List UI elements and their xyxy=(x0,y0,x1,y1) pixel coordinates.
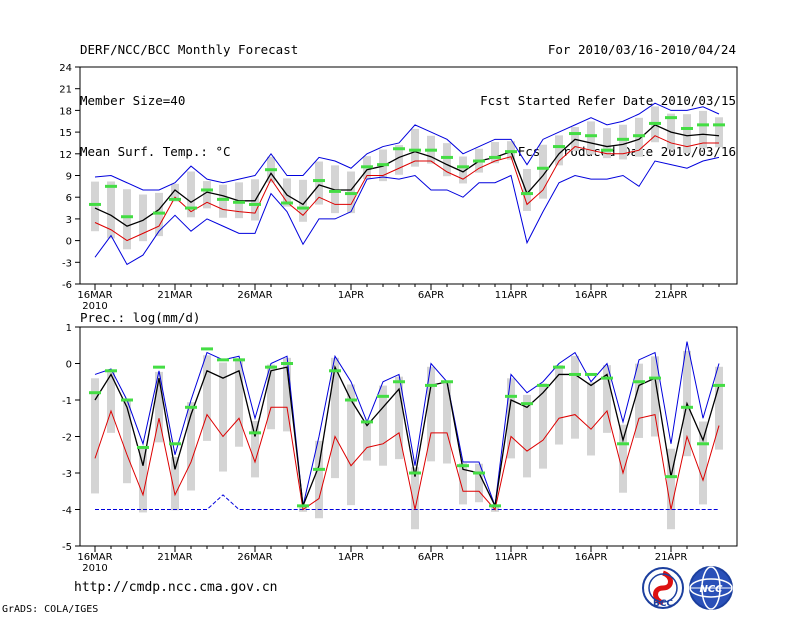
prec-y-tick-label: 1 xyxy=(66,323,72,334)
temp-x-tick-label: 6APR xyxy=(418,290,444,301)
temp-y-tick-label: 21 xyxy=(59,85,72,96)
prec-x-tick-label: 1APR xyxy=(338,552,364,563)
prec-spread-box xyxy=(587,382,595,455)
prec-spread-box xyxy=(251,421,259,477)
temp-y-tick-label: 0 xyxy=(66,237,72,248)
prec-lower-bound-line xyxy=(95,495,719,510)
temp-x-year-label: 2010 xyxy=(82,301,107,312)
prec-x-tick-label: 16APR xyxy=(575,552,608,563)
temp-x-tick-label: 1APR xyxy=(338,290,364,301)
prec-spread-box xyxy=(123,401,131,483)
temp-x-tick-label: 11APR xyxy=(495,290,528,301)
temp-x-tick-label: 16MAR xyxy=(77,290,112,301)
temp-y-tick-label: 24 xyxy=(59,63,72,74)
temp-spread-box xyxy=(219,185,227,218)
temp-panel: -6 -3 0 3 6 9 12 15 18 21 24 16MAR 21MAR 26MAR 1APR 6AP… xyxy=(59,63,737,312)
charts: -6 -3 0 3 6 9 12 15 18 21 24 16MAR 21MAR 26MAR 1APR 6AP… xyxy=(0,0,800,618)
temp-y-tick-label: 18 xyxy=(59,106,72,117)
prec-panel: -5 -4 -3 -2 -1 0 1 16MAR 21MAR 26MAR 1APR 6APR 11APR… xyxy=(62,323,737,574)
temp-y-tick-label: 12 xyxy=(59,150,72,161)
temp-x-tick-label: 16APR xyxy=(575,290,608,301)
temp-y-tick-label: 6 xyxy=(66,193,72,204)
temp-x-tick-label: 26MAR xyxy=(237,290,272,301)
prec-spread-box xyxy=(539,383,547,468)
temp-x-tick-label: 21APR xyxy=(655,290,688,301)
website-url[interactable]: http://cmdp.ncc.cma.gov.cn xyxy=(74,580,278,595)
prec-spread-box xyxy=(571,356,579,439)
temp-x-tick-label: 21MAR xyxy=(157,290,192,301)
temp-y-tick-label: 3 xyxy=(66,215,72,226)
prec-y-tick-label: 0 xyxy=(66,360,72,371)
ncc-logo: NCC xyxy=(688,565,734,611)
prec-y-tick-label: -3 xyxy=(62,469,72,480)
prec-y-tick-label: -1 xyxy=(62,396,72,407)
prec-x-tick-label: 11APR xyxy=(495,552,528,563)
grads-credit: GrADS: COLA/IGES xyxy=(2,604,98,615)
prec-x-tick-label: 6APR xyxy=(418,552,444,563)
temp-y-tick-label: 15 xyxy=(59,128,72,139)
prec-x-tick-label: 16MAR xyxy=(77,552,112,563)
prec-spread-box xyxy=(219,363,227,472)
prec-y-tick-label: -4 xyxy=(62,506,72,517)
temp-spread-box xyxy=(443,143,451,176)
temp-y-tick-label: -6 xyxy=(62,280,72,291)
prec-spread-box xyxy=(715,367,723,450)
temp-y-tick-label: 9 xyxy=(66,172,72,183)
prec-x-tick-label: 21MAR xyxy=(157,552,192,563)
prec-spread-box xyxy=(619,425,627,493)
prec-y-tick-label: -5 xyxy=(62,542,72,553)
prec-spread-box xyxy=(203,355,211,441)
bcc-logo-text: BCC xyxy=(653,599,673,609)
prec-x-tick-label: 21APR xyxy=(655,552,688,563)
ncc-logo-text: NCC xyxy=(699,584,723,595)
prec-x-year-label: 2010 xyxy=(82,563,107,574)
temp-spread-box xyxy=(683,114,691,153)
prec-x-tick-label: 26MAR xyxy=(237,552,272,563)
prec-y-tick-label: -2 xyxy=(62,433,72,444)
temp-y-tick-label: -3 xyxy=(62,258,72,269)
prec-spread-box xyxy=(363,422,371,460)
prec-spread-box xyxy=(331,358,339,478)
prec-spread-box xyxy=(347,384,355,505)
bcc-logo: BCC xyxy=(641,566,685,610)
temp-frame xyxy=(80,67,737,284)
